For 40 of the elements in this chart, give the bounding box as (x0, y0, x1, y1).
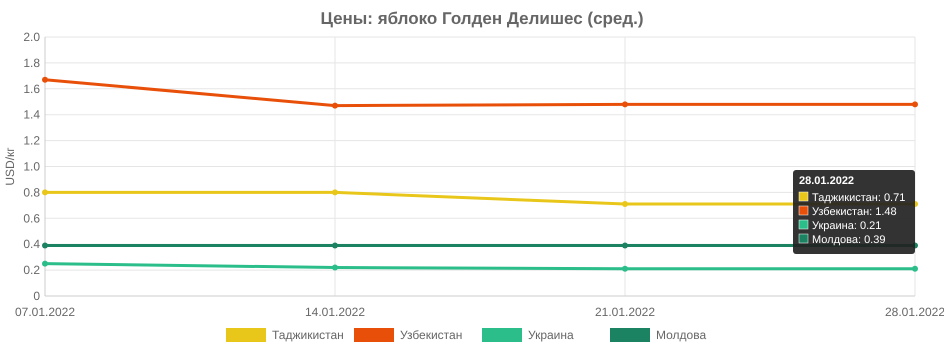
legend-label: Узбекистан (400, 328, 462, 342)
legend-label: Молдова (656, 328, 706, 342)
y-tick-label: 0.2 (23, 263, 40, 278)
y-tick-label: 0.6 (23, 211, 40, 226)
y-tick-label: 1.6 (23, 82, 40, 96)
point (42, 242, 48, 248)
chart-title: Цены: яблоко Голден Делишес (сред.) (320, 9, 644, 28)
y-tick-label: 0 (33, 289, 40, 303)
y-tick-label: 0.8 (23, 185, 40, 200)
x-tick-label: 21.01.2022 (594, 305, 656, 319)
point (42, 260, 48, 267)
x-tick-label: 28.01.2022 (884, 305, 944, 319)
point (332, 242, 338, 248)
y-tick-label: 1.2 (23, 134, 40, 148)
y-tick-label: 1.4 (23, 108, 40, 122)
point (332, 189, 338, 196)
annotation: 28.01.2022 (799, 175, 854, 187)
point (42, 189, 48, 196)
y-tick-label: 1.0 (23, 160, 40, 174)
annotation: Узбекистан: 1.48 (812, 206, 897, 218)
legend-label: Украина (528, 328, 574, 342)
y-tick-label: 1.8 (23, 56, 40, 70)
y-axis-title: USD/кг (3, 146, 17, 186)
point (622, 101, 628, 108)
point (622, 242, 628, 248)
annotation: Молдова: 0.39 (812, 234, 886, 246)
point (42, 76, 48, 83)
annotation: Таджикистан: 0.71 (812, 192, 906, 204)
x-tick-label: 07.01.2022 (14, 305, 76, 319)
y-tick-label: 2.0 (23, 30, 40, 44)
point (332, 264, 338, 271)
point (332, 102, 338, 109)
legend-label: Таджикистан (272, 328, 344, 342)
point (622, 266, 628, 272)
y-tick-label: 0.4 (23, 237, 40, 252)
annotation: Украина: 0.21 (812, 220, 882, 232)
x-tick-label: 14.01.2022 (304, 305, 366, 319)
point (622, 201, 628, 208)
point (912, 266, 918, 272)
point (912, 101, 918, 108)
